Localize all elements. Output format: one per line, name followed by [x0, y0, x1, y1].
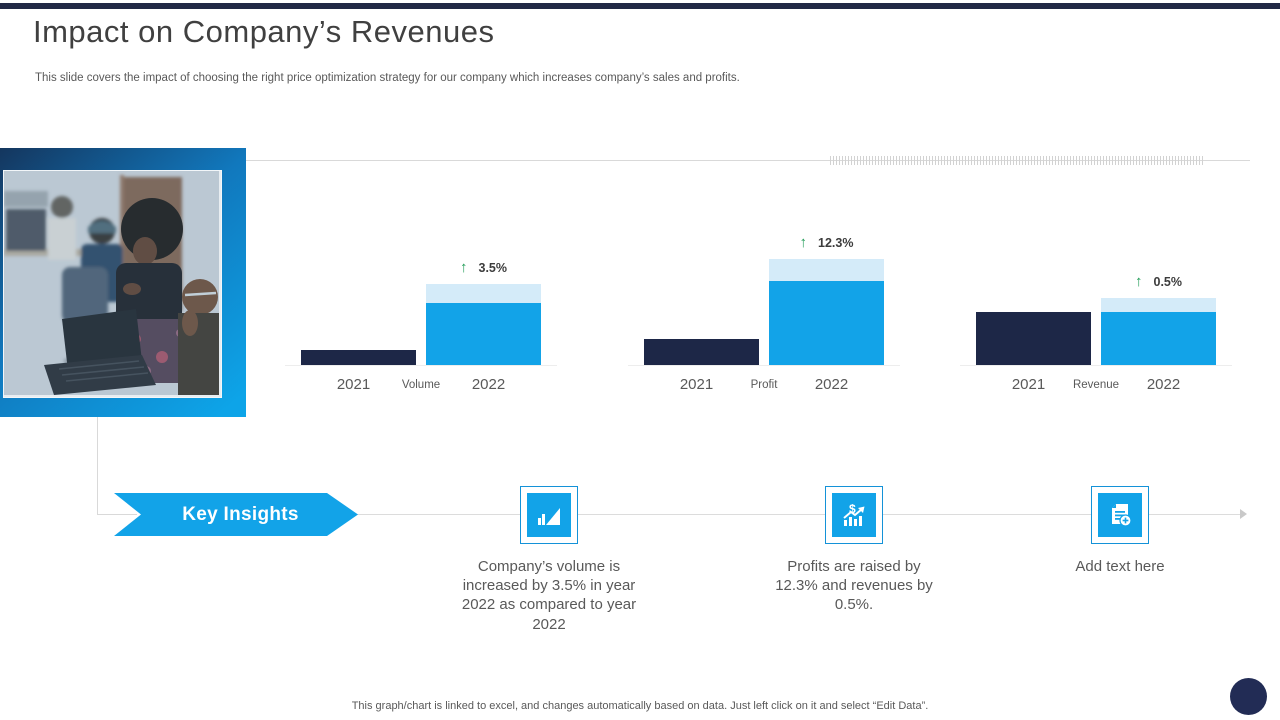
- timeline-hatch-decoration: [830, 156, 1205, 165]
- bar-2022-base: [1101, 312, 1216, 365]
- team-photo-illustration: [4, 171, 219, 395]
- bar-2022: ↑ 12.3%: [769, 235, 884, 365]
- year-label-2021: 2021: [679, 376, 714, 393]
- team-photo-panel: [0, 148, 246, 417]
- insights-line: [357, 514, 1240, 515]
- top-accent-bar: [0, 3, 1280, 9]
- up-arrow-icon: ↑: [1135, 273, 1143, 290]
- metric-label: Volume: [401, 379, 441, 391]
- key-insights-banner: Key Insights: [114, 493, 358, 536]
- insight-text-2: Profits are raised by 12.3% and revenues…: [775, 558, 933, 614]
- footer-note: This graph/chart is linked to excel, and…: [351, 700, 929, 712]
- insight-icon-box-2[interactable]: $: [825, 486, 883, 544]
- bar-2022-increase-cap: [426, 284, 541, 303]
- connector-horizontal: [97, 514, 137, 515]
- metric-label: Profit: [750, 379, 778, 391]
- insight-icon-box-1[interactable]: [520, 486, 578, 544]
- chart-group-volume[interactable]: ↑ 3.5%: [285, 204, 557, 366]
- corner-dot-decoration: [1230, 678, 1267, 715]
- chart-group-profit[interactable]: ↑ 12.3%: [628, 204, 900, 366]
- chart-labels-profit: 2021 Profit 2022: [634, 376, 894, 394]
- metric-label: Revenue: [1072, 379, 1120, 391]
- up-arrow-icon: ↑: [460, 259, 468, 276]
- bar-2022: ↑ 0.5%: [1101, 274, 1216, 365]
- connector-vertical: [97, 417, 98, 515]
- bar-2022-increase-cap: [769, 259, 884, 281]
- page-title: Impact on Company’s Revenues: [33, 14, 495, 49]
- bar-2022-base: [769, 281, 884, 365]
- chart-group-revenue[interactable]: ↑ 0.5%: [960, 204, 1232, 366]
- insight-text-3[interactable]: Add text here: [1075, 558, 1165, 575]
- page-subtitle: This slide covers the impact of choosing…: [35, 72, 740, 84]
- year-label-2022: 2022: [814, 376, 849, 393]
- add-document-icon: [1098, 493, 1142, 537]
- chart-labels-volume: 2021 Volume 2022: [291, 376, 551, 394]
- up-arrow-icon: ↑: [799, 234, 808, 251]
- chart-labels-revenue: 2021 Revenue 2022: [966, 376, 1226, 394]
- delta-value: 12.3%: [818, 235, 854, 250]
- year-label-2021: 2021: [1011, 376, 1046, 393]
- delta-value: 0.5%: [1153, 274, 1183, 289]
- insights-line-arrowhead-icon: [1240, 509, 1247, 519]
- chart-baseline: [285, 365, 557, 366]
- bar-2021: [301, 350, 416, 365]
- chart-baseline: [628, 365, 900, 366]
- year-label-2021: 2021: [336, 376, 371, 393]
- svg-text:$: $: [849, 502, 856, 516]
- year-label-2022: 2022: [1146, 376, 1181, 393]
- delta-badge: ↑ 12.3%: [769, 235, 884, 250]
- growth-chart-icon: [527, 493, 571, 537]
- year-label-2022: 2022: [471, 376, 506, 393]
- bar-2022-increase-cap: [1101, 298, 1216, 312]
- banner-arrow-shape: [114, 493, 358, 536]
- team-photo: [3, 170, 222, 398]
- insight-text-1: Company’s volume is increased by 3.5% in…: [461, 558, 637, 633]
- delta-badge: ↑ 0.5%: [1101, 274, 1216, 289]
- money-growth-icon: $: [832, 493, 876, 537]
- delta-badge: ↑ 3.5%: [426, 260, 541, 275]
- timeline-line: [246, 160, 1250, 161]
- chart-baseline: [960, 365, 1232, 366]
- bar-2022-base: [426, 303, 541, 365]
- key-insights-label: Key Insights: [182, 503, 299, 525]
- bar-2021: [976, 312, 1091, 365]
- bar-2022: ↑ 3.5%: [426, 260, 541, 365]
- bar-2021: [644, 339, 759, 365]
- insight-icon-box-3[interactable]: [1091, 486, 1149, 544]
- delta-value: 3.5%: [478, 260, 508, 275]
